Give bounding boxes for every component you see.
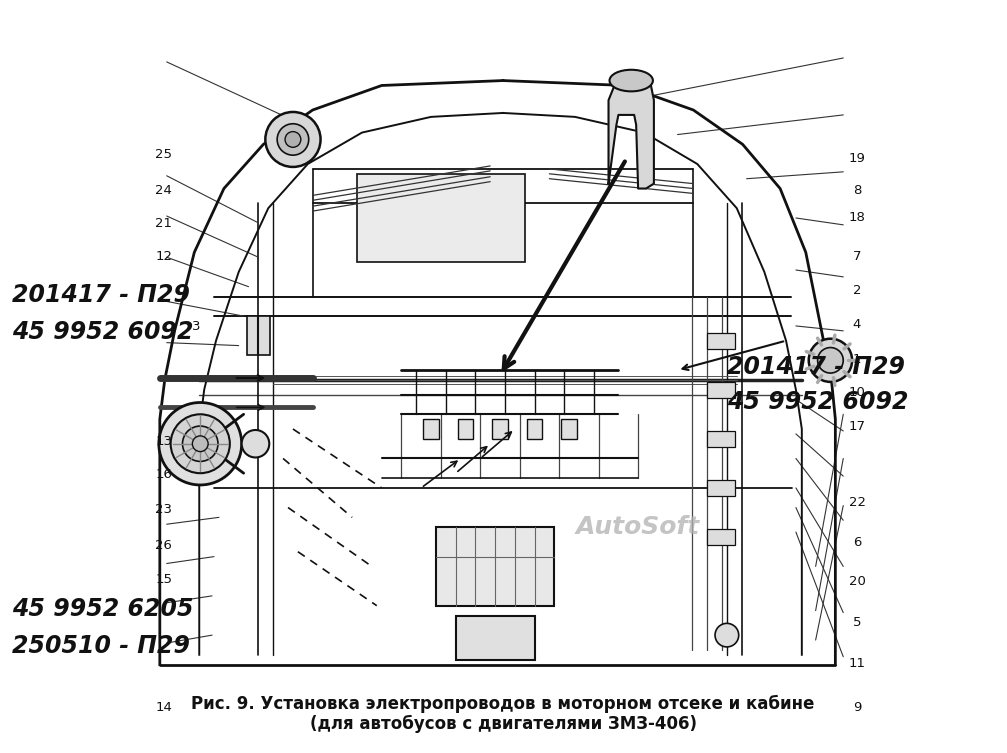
Text: 24: 24 [155,184,172,197]
Text: 1: 1 [853,353,861,366]
Text: 13: 13 [155,435,172,448]
Circle shape [170,414,230,473]
Text: 12: 12 [155,250,172,264]
Text: 5: 5 [853,616,861,629]
Text: 19: 19 [849,152,865,165]
Bar [707,333,735,349]
Text: 201417 - П29: 201417 - П29 [727,355,905,379]
Bar [456,615,535,660]
Bar [561,419,577,439]
Text: 18: 18 [849,211,865,224]
Text: 16: 16 [155,468,172,480]
Circle shape [809,339,852,382]
Text: 45 9952 6205: 45 9952 6205 [12,597,193,621]
Text: 21: 21 [155,217,172,230]
Circle shape [192,436,208,452]
Text: AutoSoft: AutoSoft [576,515,700,539]
Circle shape [265,112,320,167]
Bar [707,431,735,447]
Circle shape [242,430,269,458]
Text: 4: 4 [853,319,861,331]
Text: 7: 7 [853,250,861,264]
Text: 11: 11 [849,657,866,669]
Text: 15: 15 [155,573,172,587]
Bar [707,529,735,545]
Circle shape [818,348,843,373]
Text: 45 9952 6092: 45 9952 6092 [12,320,193,344]
Text: 10: 10 [849,386,865,399]
Text: (для автобусов с двигателями ЗМЗ-406): (для автобусов с двигателями ЗМЗ-406) [309,715,697,733]
Circle shape [277,123,309,155]
Text: 3: 3 [192,320,200,333]
Text: 2: 2 [853,284,861,297]
Bar [457,419,473,439]
Text: Рис. 9. Установка электропроводов в моторном отсеке и кабине: Рис. 9. Установка электропроводов в мото… [191,695,815,713]
Text: 20: 20 [849,575,865,589]
Text: 23: 23 [155,503,172,516]
Text: 17: 17 [849,420,866,433]
Text: 45 9952 6092: 45 9952 6092 [727,390,908,414]
Bar [247,316,270,355]
Text: 25: 25 [155,148,172,161]
Circle shape [159,403,242,485]
Text: 250510 - П29: 250510 - П29 [12,634,190,658]
Text: 22: 22 [849,495,866,508]
Text: 14: 14 [155,701,172,714]
Polygon shape [608,74,654,188]
Text: 201417 - П29: 201417 - П29 [12,283,190,307]
Bar [527,419,543,439]
Bar [423,419,439,439]
Text: 9: 9 [853,701,861,714]
Text: 26: 26 [155,538,172,551]
Text: 6: 6 [853,536,861,549]
Bar [492,419,508,439]
Bar [436,527,554,605]
Bar [707,382,735,398]
Text: 8: 8 [853,184,861,197]
Ellipse shape [609,70,653,91]
Bar [707,480,735,495]
Bar [357,174,525,262]
Circle shape [715,623,739,647]
Circle shape [285,132,301,148]
Circle shape [182,426,218,462]
